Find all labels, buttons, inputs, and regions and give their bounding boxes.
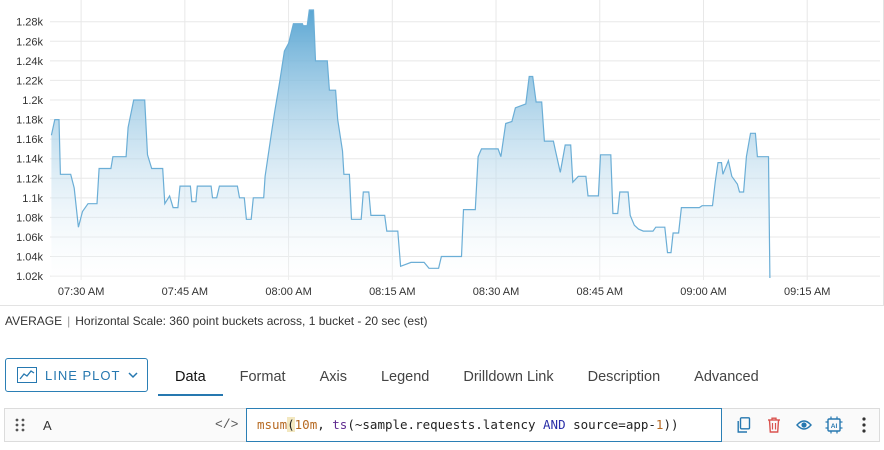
ai-assist-button[interactable]: AI <box>819 409 849 441</box>
drag-handle-icon[interactable] <box>14 417 26 433</box>
tab-axis[interactable]: Axis <box>319 369 347 385</box>
series-area <box>51 10 770 280</box>
tab-advanced[interactable]: Advanced <box>694 369 759 385</box>
y-tick-label: 1.2k <box>22 95 43 107</box>
x-tick-label: 08:30 AM <box>473 286 519 298</box>
y-tick-label: 1.22k <box>16 75 43 87</box>
query-ts-function: ts <box>332 417 348 432</box>
y-tick-label: 1.24k <box>16 56 43 68</box>
y-tick-label: 1.06k <box>16 232 43 244</box>
x-tick-label: 07:30 AM <box>58 286 104 298</box>
copy-icon <box>737 417 751 433</box>
y-tick-label: 1.04k <box>16 252 43 264</box>
query-source: source=app- <box>565 417 656 432</box>
svg-text:AI: AI <box>831 423 838 430</box>
query-metric: ~sample.requests.latency <box>354 417 544 432</box>
query-row-actions: AI <box>729 409 879 441</box>
code-view-toggle-icon[interactable]: </> <box>215 417 239 432</box>
query-row: A </> msum(10m, ts(~sample.requests.late… <box>4 408 880 442</box>
query-close: )) <box>663 417 679 432</box>
aggregation-label: AVERAGE <box>5 314 63 328</box>
query-keyword: AND <box>543 417 566 432</box>
query-name[interactable]: A <box>43 418 52 433</box>
y-tick-label: 1.16k <box>16 134 43 146</box>
query-paren-2: ( <box>347 417 355 432</box>
plot-type-dropdown[interactable]: LINE PLOT <box>5 358 148 392</box>
more-icon <box>862 417 866 433</box>
y-tick-label: 1.12k <box>16 173 43 185</box>
x-tick-label: 08:00 AM <box>265 286 311 298</box>
chart-panel: 1.02k 1.04k 1.06k 1.08k 1.1k 1.12k 1.14k 1.16k 1… <box>0 0 884 306</box>
y-tick-label: 1.02k <box>16 271 43 283</box>
delete-button[interactable] <box>759 409 789 441</box>
x-tick-label: 08:45 AM <box>577 286 623 298</box>
y-tick-label: 1.14k <box>16 154 43 166</box>
query-input[interactable]: msum(10m, ts(~sample.requests.latency AN… <box>246 408 722 442</box>
horizontal-scale-text: Horizontal Scale: 360 point buckets acro… <box>75 314 428 328</box>
query-paren: ( <box>287 417 295 432</box>
line-chart: 1.02k 1.04k 1.06k 1.08k 1.1k 1.12k 1.14k 1.16k 1… <box>16 0 880 298</box>
x-tick-label: 07:45 AM <box>162 286 208 298</box>
x-tick-label: 09:00 AM <box>680 286 726 298</box>
toggle-visibility-button[interactable] <box>789 409 819 441</box>
more-options-button[interactable] <box>849 409 879 441</box>
y-tick-label: 1.1k <box>22 193 43 205</box>
editor-tabs: Data Format Axis Legend Drilldown Link D… <box>158 356 776 396</box>
tab-format[interactable]: Format <box>239 369 286 385</box>
x-tick-label: 09:15 AM <box>784 286 830 298</box>
query-source-number: 1 <box>655 417 664 432</box>
y-tick-label: 1.26k <box>16 36 43 48</box>
tab-legend[interactable]: Legend <box>380 369 430 385</box>
line-plot-icon <box>17 367 37 383</box>
chart-scale-info: AVERAGE | Horizontal Scale: 360 point buck… <box>5 314 427 328</box>
query-window: 10m <box>294 417 318 432</box>
separator: | <box>67 314 71 328</box>
tab-drilldown-link[interactable]: Drilldown Link <box>463 369 554 385</box>
series-line <box>50 9 771 279</box>
query-comma: , <box>317 417 333 432</box>
tab-description[interactable]: Description <box>587 369 661 385</box>
y-tick-label: 1.28k <box>16 17 43 29</box>
delete-icon <box>768 417 780 433</box>
copy-button[interactable] <box>729 409 759 441</box>
x-tick-label: 08:15 AM <box>369 286 415 298</box>
chevron-down-icon <box>128 372 138 379</box>
visibility-icon <box>796 420 812 430</box>
y-tick-label: 1.18k <box>16 115 43 127</box>
tab-data[interactable]: Data <box>158 356 223 396</box>
chart-editor-toolbar: LINE PLOT Data Format Axis Legend Drilld… <box>0 356 884 396</box>
y-tick-label: 1.08k <box>16 212 43 224</box>
ai-icon: AI <box>825 416 843 434</box>
plot-type-label: LINE PLOT <box>45 367 121 383</box>
query-function: msum <box>257 417 288 432</box>
